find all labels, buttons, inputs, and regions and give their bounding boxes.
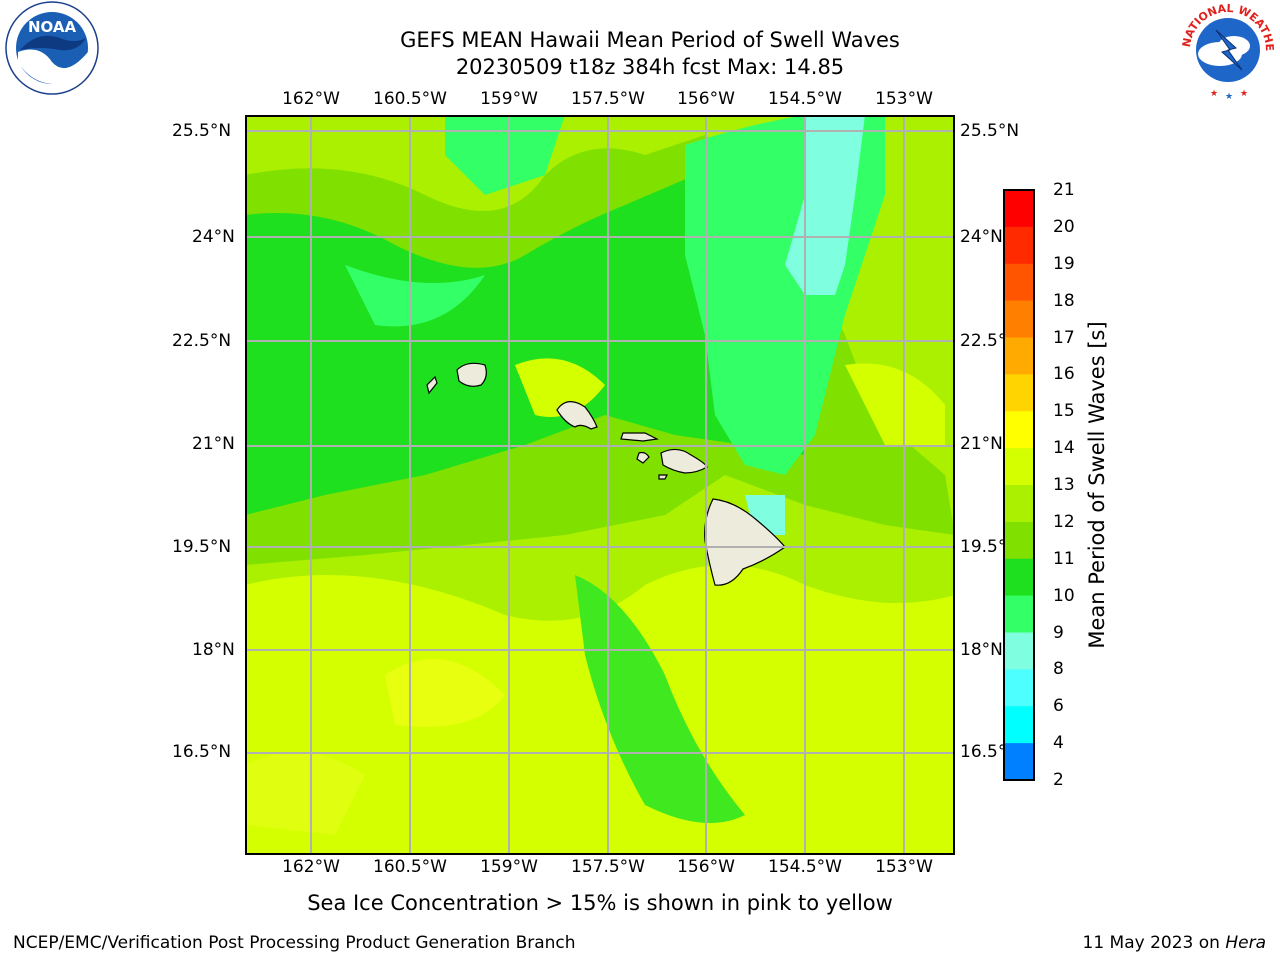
footer-host: Hera <box>1225 933 1266 953</box>
colorbar-segment <box>1004 743 1034 781</box>
gridlines <box>245 115 955 855</box>
colorbar-tick-label: 9 <box>1053 622 1064 643</box>
colorbar-segment <box>1004 190 1034 228</box>
footer-date: 11 May 2023 on Hera <box>1083 933 1267 953</box>
island-kauai <box>456 362 487 387</box>
colorbar-segment <box>1004 521 1034 560</box>
island-molokai <box>620 432 659 442</box>
island-niihau <box>426 375 438 395</box>
colorbar-tick-label: 15 <box>1053 401 1075 422</box>
field-region-11 <box>245 175 815 515</box>
colorbar-tick-label: 6 <box>1053 696 1064 717</box>
lat-label-left: 24°N <box>192 227 235 247</box>
colorbar-segment <box>1004 706 1034 744</box>
colorbar-segment <box>1004 300 1034 338</box>
map-frame <box>245 115 955 855</box>
lon-label-top: 160.5°W <box>373 89 447 109</box>
lon-label-bottom: 162°W <box>282 857 340 877</box>
lon-label-bottom: 153°W <box>875 857 933 877</box>
field-region-14c <box>245 752 365 835</box>
colorbar-tick-label: 20 <box>1053 216 1075 237</box>
lat-label-right: 25.5°N <box>960 121 1020 141</box>
colorbar-tick-label: 2 <box>1053 770 1064 790</box>
colorbar-segment <box>1004 669 1034 707</box>
lon-label-top: 154.5°W <box>768 89 842 109</box>
colorbar-tick-label: 17 <box>1053 327 1075 348</box>
lat-label-left: 19.5°N <box>172 537 232 557</box>
footer-date-text: 11 May 2023 on <box>1082 933 1220 953</box>
swell-period-map <box>245 115 955 855</box>
svg-text:★: ★ <box>1225 92 1233 102</box>
lon-label-bottom: 157.5°W <box>571 857 645 877</box>
lon-label-top: 156°W <box>677 89 735 109</box>
plot-subtitle: 20230509 t18z 384h fcst Max: 14.85 <box>455 55 845 79</box>
lon-label-bottom: 156°W <box>677 857 735 877</box>
colorbar-tick-label: 21 <box>1053 180 1075 200</box>
lon-label-top: 162°W <box>282 89 340 109</box>
lat-label-left: 18°N <box>192 640 235 660</box>
lat-label-right: 24°N <box>960 227 1003 247</box>
island-lanai <box>636 451 650 464</box>
lon-label-bottom: 154.5°W <box>768 857 842 877</box>
colorbar-segment <box>1004 632 1034 670</box>
plot-title: GEFS MEAN Hawaii Mean Period of Swell Wa… <box>400 28 900 52</box>
colorbar-tick-label: 13 <box>1053 475 1075 495</box>
lat-label-left: 21°N <box>192 434 235 454</box>
lat-label-left: 16.5°N <box>172 742 232 762</box>
noaa-logo: NOAA <box>5 1 99 95</box>
nws-logo: NATIONAL WEATHER SERVICE ★ ★ ★ <box>1176 0 1276 102</box>
lat-label-left: 25.5°N <box>172 121 232 141</box>
lon-label-top: 153°W <box>875 89 933 109</box>
footer-producer: NCEP/EMC/Verification Post Processing Pr… <box>13 933 576 953</box>
colorbar-segment <box>1004 411 1034 449</box>
colorbar-segment <box>1004 448 1034 486</box>
lon-label-bottom: 159°W <box>480 857 538 877</box>
colorbar-segment <box>1004 263 1034 302</box>
colorbar-tick-label: 16 <box>1053 364 1075 385</box>
sea-ice-note: Sea Ice Concentration > 15% is shown in … <box>307 891 893 915</box>
field-region-10c <box>445 115 565 195</box>
field-region-10b <box>345 265 485 327</box>
lon-label-top: 157.5°W <box>571 89 645 109</box>
island-kahoolawe <box>658 474 668 480</box>
colorbar-tick-label: 8 <box>1053 659 1064 680</box>
colorbar-tick-label: 4 <box>1053 733 1064 754</box>
colorbar-tick-label: 19 <box>1053 253 1075 274</box>
colorbar-segment <box>1004 374 1034 412</box>
colorbar-tick-label: 11 <box>1053 548 1075 569</box>
colorbar-title: Mean Period of Swell Waves [s] <box>1085 321 1109 649</box>
colorbar-segment <box>1004 226 1034 265</box>
colorbar-segment <box>1004 337 1034 375</box>
lon-label-bottom: 160.5°W <box>373 857 447 877</box>
lat-label-left: 22.5°N <box>172 331 232 351</box>
field-region-14e <box>845 363 945 445</box>
colorbar-tick-label: 12 <box>1053 511 1075 532</box>
field-region-14 <box>245 565 955 855</box>
colorbar-tick-label: 14 <box>1053 438 1075 459</box>
lat-label-right: 21°N <box>960 434 1003 454</box>
field-region-14d <box>515 358 605 417</box>
colorbar-tick-label: 18 <box>1053 290 1075 311</box>
lon-label-top: 159°W <box>480 89 538 109</box>
island-oahu <box>556 401 598 430</box>
colorbar-tick-label: 10 <box>1053 585 1075 606</box>
colorbar <box>1003 189 1035 781</box>
field-region-11b <box>575 575 745 823</box>
svg-text:★: ★ <box>1240 89 1248 99</box>
colorbar-segment <box>1004 558 1034 597</box>
colorbar-segment <box>1004 595 1034 633</box>
noaa-logo-text: NOAA <box>28 18 77 36</box>
lat-label-right: 18°N <box>960 640 1003 660</box>
colorbar-segment <box>1004 485 1034 523</box>
svg-text:★: ★ <box>1210 89 1218 99</box>
field-region-14b <box>385 659 505 727</box>
